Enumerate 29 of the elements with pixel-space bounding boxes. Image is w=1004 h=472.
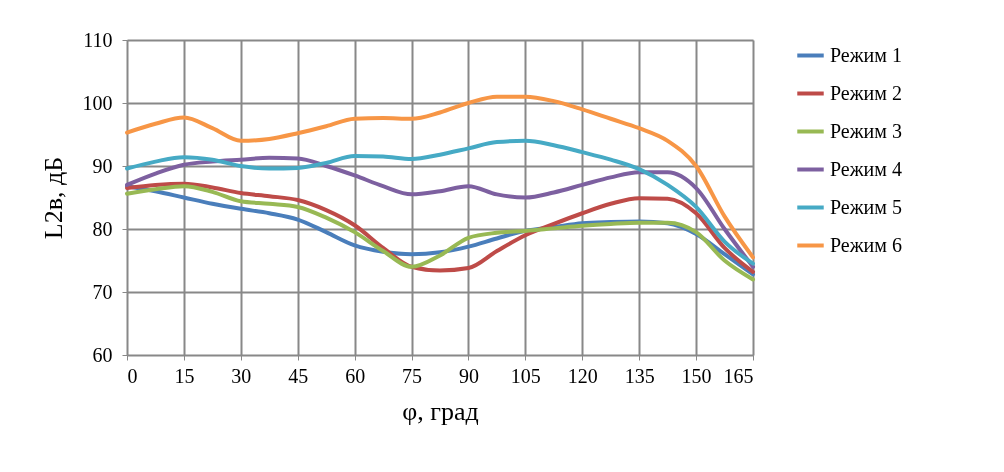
x-tick-label: 150 [681, 364, 712, 387]
legend-label: Режим 4 [830, 157, 902, 180]
x-tick-label: 135 [624, 364, 655, 387]
y-tick-label: 100 [82, 91, 113, 114]
y-tick-label: 110 [83, 28, 113, 51]
y-tick-label: 80 [92, 217, 113, 240]
line-series [125, 138, 755, 266]
x-tick-label: 120 [567, 364, 598, 387]
legend-label: Режим 1 [830, 43, 902, 66]
legend-label: Режим 6 [830, 233, 902, 256]
x-tick-label: 15 [174, 364, 195, 387]
y-tick-label: 60 [92, 343, 113, 366]
legend-label: Режим 2 [830, 81, 902, 104]
y-axis-title: L2в, дБ [38, 156, 68, 240]
x-tick-label: 105 [510, 364, 541, 387]
y-tick-label: 70 [92, 280, 113, 303]
y-tick-label: 90 [92, 154, 113, 177]
x-tick-label: 75 [402, 364, 423, 387]
x-tick-label: 45 [288, 364, 309, 387]
x-tick-label: 90 [458, 364, 479, 387]
line-series [125, 94, 755, 260]
x-tick-label: 165 [723, 364, 754, 387]
x-tick-label: 30 [231, 364, 252, 387]
x-tick-label: 0 [127, 364, 138, 387]
line-series [125, 155, 755, 269]
legend-label: Режим 3 [830, 119, 902, 142]
x-axis-title: φ, град [402, 396, 479, 426]
x-tick-label: 60 [345, 364, 366, 387]
legend-label: Режим 5 [830, 195, 902, 218]
